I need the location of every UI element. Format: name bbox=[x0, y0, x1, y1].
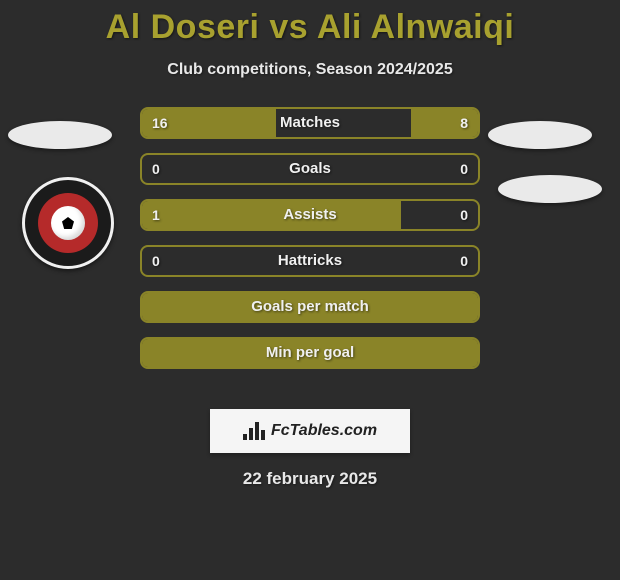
team-right-ellipse-1 bbox=[488, 121, 592, 149]
page-title: Al Doseri vs Ali Alnwaiqi bbox=[0, 0, 620, 47]
stat-label: Assists bbox=[142, 201, 478, 229]
team-left-ellipse bbox=[8, 121, 112, 149]
team-right-ellipse-2 bbox=[498, 175, 602, 203]
stat-row: Min per goal bbox=[140, 337, 480, 369]
soccer-ball-icon bbox=[51, 206, 85, 240]
stat-row: Goals per match bbox=[140, 291, 480, 323]
stat-label: Goals per match bbox=[142, 293, 478, 321]
watermark-text: FcTables.com bbox=[271, 422, 377, 440]
chart-icon bbox=[243, 422, 265, 440]
stat-label: Goals bbox=[142, 155, 478, 183]
stat-row: 00Goals bbox=[140, 153, 480, 185]
stat-label: Matches bbox=[142, 109, 478, 137]
stat-row: 10Assists bbox=[140, 199, 480, 231]
comparison-stage: 168Matches 00Goals 10Assists 00Hattricks Goa… bbox=[0, 107, 620, 397]
stat-bars: 168Matches 00Goals 10Assists 00Hattricks Goa… bbox=[140, 107, 480, 383]
stat-row: 00Hattricks bbox=[140, 245, 480, 277]
watermark: FcTables.com bbox=[210, 409, 410, 453]
stat-label: Min per goal bbox=[142, 339, 478, 367]
team-left-logo bbox=[22, 177, 114, 269]
alraed-club-badge-icon bbox=[38, 193, 98, 253]
season-subtitle: Club competitions, Season 2024/2025 bbox=[0, 61, 620, 79]
stat-label: Hattricks bbox=[142, 247, 478, 275]
snapshot-date: 22 february 2025 bbox=[0, 469, 620, 489]
stat-row: 168Matches bbox=[140, 107, 480, 139]
